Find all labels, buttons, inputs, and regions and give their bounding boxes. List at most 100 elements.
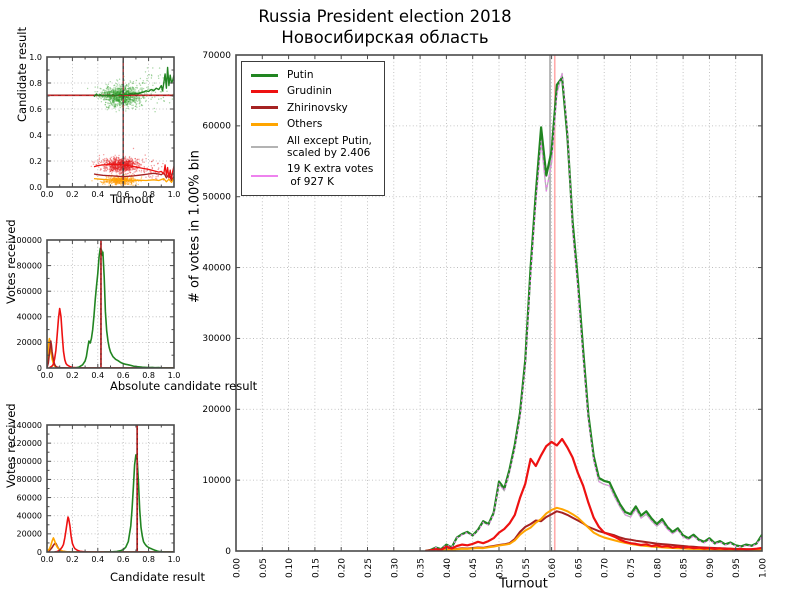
chart-title-line1: Russia President election 2018: [258, 7, 512, 26]
svg-text:0.50: 0.50: [496, 558, 506, 578]
svg-text:0.0: 0.0: [41, 371, 54, 380]
svg-text:0.4: 0.4: [29, 131, 42, 140]
svg-text:0.80: 0.80: [653, 558, 663, 578]
svg-text:140000: 140000: [11, 421, 42, 430]
svg-text:0.00: 0.00: [233, 558, 243, 578]
legend-label: Grudinin: [287, 85, 332, 98]
grudinin-line-swatch: [251, 90, 278, 94]
votes-vs-absolute-result-ticks: 0.0 0.2 0.4 0.6 0.8 1.0 0 20000 40000 60000 80000 1…: [11, 236, 180, 380]
svg-text:0.45: 0.45: [469, 558, 479, 578]
legend-item-scaled: All except Putin, scaled by 2.406: [251, 135, 373, 160]
svg-text:60000: 60000: [202, 122, 231, 132]
result-vs-turnout-scatter-ticks: 0.0 0.2 0.4 0.6 0.8 1.0 0.0 0.2 0.4 0.6 0.8 1.0: [29, 53, 180, 199]
result-vs-turnout-scatter-scatter: [86, 67, 174, 187]
svg-text:0.2: 0.2: [66, 555, 79, 564]
svg-text:80000: 80000: [17, 261, 42, 270]
svg-text:120000: 120000: [11, 439, 42, 448]
svg-text:0.4: 0.4: [91, 190, 104, 199]
turnout-distribution-main: 0.00 0.05 0.10 0.15 0.20 0.25 0.30 0.35 0.40 0.45…: [202, 51, 768, 578]
svg-text:10000: 10000: [202, 476, 231, 486]
putin-line-swatch: [251, 73, 278, 77]
svg-text:0.35: 0.35: [417, 558, 427, 578]
legend-item-grudinin: Grudinin: [251, 85, 373, 97]
svg-text:0.65: 0.65: [574, 558, 584, 578]
svg-text:1.0: 1.0: [29, 53, 42, 62]
votes-vs-absolute-result-series: [47, 247, 174, 368]
svg-text:100000: 100000: [11, 236, 42, 245]
svg-text:0: 0: [37, 548, 42, 557]
svg-text:0.8: 0.8: [142, 555, 155, 564]
svg-text:0.05: 0.05: [259, 558, 269, 578]
svg-text:40000: 40000: [202, 263, 231, 273]
svg-text:60000: 60000: [17, 287, 42, 296]
svg-text:0.60: 0.60: [548, 558, 558, 578]
svg-text:0.4: 0.4: [91, 371, 104, 380]
svg-text:0.8: 0.8: [142, 190, 155, 199]
svg-text:0.40: 0.40: [443, 558, 453, 578]
svg-text:0.0: 0.0: [29, 183, 42, 192]
svg-text:30000: 30000: [202, 334, 231, 344]
svg-text:0.8: 0.8: [142, 371, 155, 380]
svg-text:0.55: 0.55: [522, 558, 532, 578]
svg-text:1.0: 1.0: [168, 190, 181, 199]
svg-text:0.6: 0.6: [117, 371, 130, 380]
svg-text:0: 0: [37, 364, 42, 373]
svg-text:0.85: 0.85: [680, 558, 690, 578]
result-vs-turnout-scatter-grudinin_trend-line: [93, 163, 174, 180]
result-vs-turnout-scatter-series: [93, 66, 174, 184]
svg-text:0.30: 0.30: [390, 558, 400, 578]
svg-text:40000: 40000: [17, 313, 42, 322]
legend-label: Others: [287, 118, 323, 131]
scaled-line-swatch: [251, 145, 278, 148]
legend-item-putin: Putin: [251, 69, 373, 81]
legend-label: Zhirinovsky: [287, 101, 348, 114]
svg-text:50000: 50000: [202, 193, 231, 203]
svg-text:0.95: 0.95: [732, 558, 742, 578]
svg-text:40000: 40000: [17, 512, 42, 521]
svg-text:70000: 70000: [202, 51, 231, 61]
turnout-distribution-main-all_except_putin_scaled-line: [425, 72, 762, 551]
svg-text:0.4: 0.4: [91, 555, 104, 564]
svg-text:0.8: 0.8: [29, 79, 42, 88]
votes-vs-absolute-result-grudinin_abs-line: [49, 307, 174, 368]
turnout-distribution-main-series: [425, 72, 762, 551]
svg-text:0.0: 0.0: [41, 190, 54, 199]
votes-vs-result-grid: [47, 425, 174, 552]
result-vs-turnout-scatter-putin_trend-line: [93, 66, 174, 98]
svg-text:100000: 100000: [11, 457, 42, 466]
svg-text:0.10: 0.10: [285, 558, 295, 578]
turnout-distribution-main-putin-line: [425, 76, 762, 551]
svg-text:1.0: 1.0: [168, 555, 181, 564]
legend-label-line2: scaled by 2.406: [287, 146, 371, 159]
svg-text:20000: 20000: [17, 338, 42, 347]
legend-item-extra-votes: 19 K extra votes of 927 K: [251, 163, 373, 188]
votes-vs-absolute-result-putin_abs-line: [74, 247, 174, 368]
svg-text:0.0: 0.0: [41, 555, 54, 564]
svg-text:0.6: 0.6: [117, 190, 130, 199]
svg-text:0: 0: [225, 547, 231, 557]
result-vs-turnout-scatter-others_trend-line: [93, 177, 174, 184]
svg-text:80000: 80000: [17, 475, 42, 484]
turnout-distribution-main-grudinin-line: [425, 437, 762, 551]
svg-text:0.25: 0.25: [364, 558, 374, 578]
legend-label: Putin: [287, 69, 314, 81]
svg-text:1.0: 1.0: [168, 371, 181, 380]
extra-votes-line-swatch: [251, 174, 278, 177]
svg-text:0.90: 0.90: [706, 558, 716, 578]
votes-vs-result-series: [47, 454, 174, 552]
svg-text:0.2: 0.2: [66, 190, 79, 199]
legend-item-zhirinovsky: Zhirinovsky: [251, 102, 373, 114]
legend-label: 19 K extra votes: [287, 163, 374, 176]
legend-label-line2: of 927 K: [287, 175, 335, 188]
legend: Putin Grudinin Zhirinovsky Others All ex…: [241, 61, 386, 196]
legend-item-others: Others: [251, 118, 373, 130]
zhirinovsky-line-swatch: [251, 106, 278, 110]
svg-text:0.6: 0.6: [29, 105, 42, 114]
svg-text:0.20: 0.20: [338, 558, 348, 578]
svg-text:0.2: 0.2: [29, 157, 42, 166]
svg-text:0.6: 0.6: [117, 555, 130, 564]
votes-vs-absolute-result: 0.0 0.2 0.4 0.6 0.8 1.0 0 20000 40000 60000 80000 1…: [11, 236, 180, 380]
legend-label: All except Putin,: [287, 134, 372, 147]
